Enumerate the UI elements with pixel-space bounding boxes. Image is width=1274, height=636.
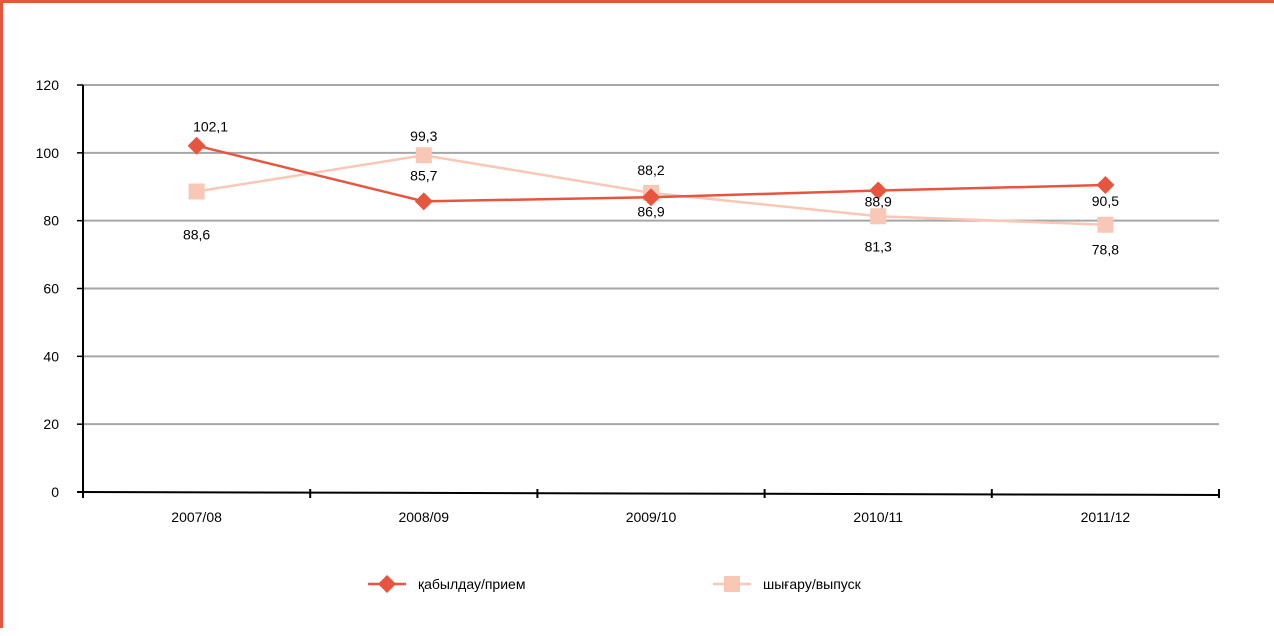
x-tick-label: 2008/09 [398,509,449,525]
y-tick-label: 80 [43,213,59,229]
data-label: 81,3 [865,238,892,254]
data-point [1097,216,1114,233]
data-point [642,188,660,207]
data-point [187,136,206,155]
data-label: 88,6 [183,226,210,242]
line-chart: 0 20 40 60 80 100 120 2007/08 2008/09 2009/10 2010… [36,77,1220,593]
y-tick-label: 0 [51,484,59,500]
y-tick-label: 40 [43,348,59,364]
x-tick-label: 2007/08 [171,509,222,525]
y-tick-label: 60 [43,281,59,297]
x-axis [76,491,1220,496]
data-label: 90,5 [1092,193,1119,209]
legend-square-icon [724,576,740,592]
data-point [415,147,432,164]
y-tick-label: 20 [43,416,59,432]
y-tick-label: 120 [36,77,60,93]
data-label: 88,9 [865,193,892,209]
data-point [870,208,887,225]
data-label: 86,9 [637,203,664,219]
data-label: 99,3 [410,128,437,144]
axes: 0 20 40 60 80 100 120 2007/08 2008/09 2009/10 2010… [36,77,1220,525]
data-labels: 102,1 85,7 86,9 88,9 90,5 88,6 99,3 88,2 81,3 78,… [183,119,1119,258]
data-point [1096,176,1115,195]
series [187,136,1115,233]
x-tick-label: 2010/11 [853,509,903,525]
y-tick-label: 100 [36,145,60,161]
legend-label: шығару/выпуск [763,576,862,592]
data-label: 88,2 [637,162,664,178]
x-tick-label: 2011/12 [1081,509,1131,525]
data-point [869,181,888,200]
gridlines [83,84,1219,426]
data-label: 78,8 [1092,242,1119,258]
data-label: 85,7 [410,167,437,183]
legend: қабылдау/прием шығару/выпуск [368,575,862,593]
x-tick-label: 2009/10 [626,509,677,525]
data-point [414,192,433,211]
legend-label: қабылдау/прием [418,576,525,592]
data-label: 102,1 [193,119,228,135]
data-point [188,183,205,200]
legend-diamond-icon [378,575,396,593]
